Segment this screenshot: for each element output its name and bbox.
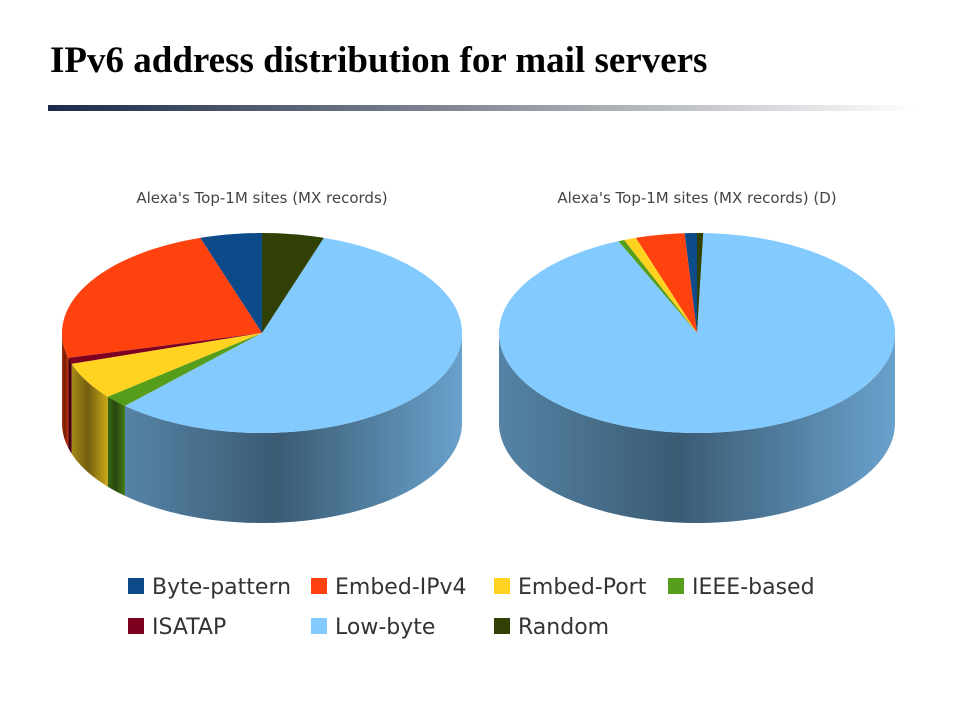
legend-swatch [311,578,327,594]
pie-slice [618,240,697,333]
pie-side-shade [68,357,72,454]
pie-slice [635,233,697,333]
pie-slice [200,233,262,333]
pie-slice [697,233,704,333]
legend-swatch [668,578,684,594]
pie-slice [262,233,324,333]
legend-label: Random [518,615,609,640]
pie-slice [62,237,262,358]
pie-slice [684,233,697,333]
title-rule [48,105,918,111]
pie-slice [68,333,262,364]
pie-side-shade [62,333,69,448]
legend-label: IEEE-based [692,575,815,600]
legend-swatch [494,578,510,594]
pie-slice [71,333,262,397]
legend-swatch [494,618,510,634]
pie-side-shade [125,333,462,523]
pie-title: Alexa's Top-1M sites (MX records) (D) [557,189,836,207]
legend-label: Low-byte [335,615,435,640]
pie-slice [499,233,895,433]
pie-slice [107,333,263,406]
pie-side-shade [107,396,126,496]
pie-side-shade [71,363,108,487]
legend-swatch [128,618,144,634]
legend-label: Embed-IPv4 [335,575,467,600]
legend-swatch [128,578,144,594]
legend-label: Embed-Port [518,575,647,600]
pie-slice [624,237,697,333]
legend-label: ISATAP [152,615,226,640]
legend-swatch [311,618,327,634]
pie-side-shade [499,333,895,523]
slide-title: IPv6 address distribution for mail serve… [50,40,707,81]
pie-title: Alexa's Top-1M sites (MX records) [136,189,387,207]
pie-slice [125,237,462,433]
legend-label: Byte-pattern [152,575,291,600]
